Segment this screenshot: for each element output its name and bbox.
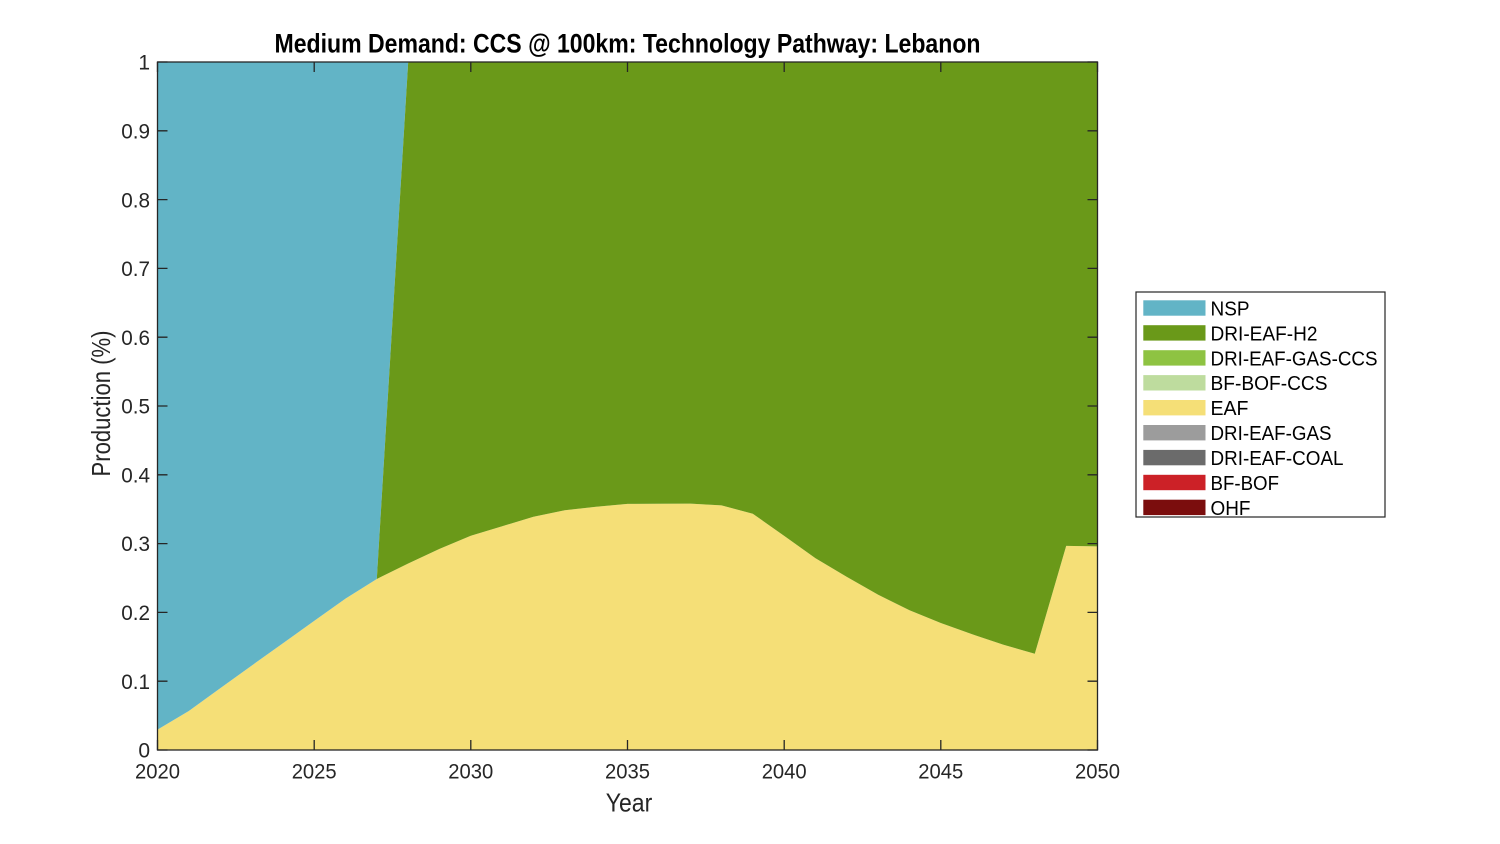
- svg-text:1: 1: [138, 52, 150, 75]
- svg-text:DRI-EAF-GAS: DRI-EAF-GAS: [1211, 423, 1332, 445]
- svg-text:DRI-EAF-GAS-CCS: DRI-EAF-GAS-CCS: [1211, 348, 1378, 370]
- svg-text:2050: 2050: [1075, 761, 1120, 784]
- svg-text:BF-BOF-CCS: BF-BOF-CCS: [1211, 373, 1328, 395]
- svg-text:2025: 2025: [292, 761, 337, 784]
- svg-text:Medium Demand: CCS @ 100km: Te: Medium Demand: CCS @ 100km: Technology P…: [275, 29, 981, 59]
- svg-text:2040: 2040: [762, 761, 807, 784]
- svg-text:2035: 2035: [605, 761, 650, 784]
- svg-text:0.2: 0.2: [121, 602, 150, 625]
- svg-text:0.8: 0.8: [121, 189, 150, 212]
- svg-text:BF-BOF: BF-BOF: [1211, 473, 1280, 495]
- svg-text:0.1: 0.1: [121, 671, 150, 694]
- svg-text:2020: 2020: [135, 761, 180, 784]
- svg-text:0.5: 0.5: [121, 396, 150, 419]
- svg-text:Year: Year: [606, 788, 653, 818]
- svg-text:0: 0: [138, 740, 150, 763]
- svg-text:2030: 2030: [448, 761, 493, 784]
- svg-text:0.7: 0.7: [121, 258, 150, 281]
- svg-text:Production (%): Production (%): [86, 331, 116, 477]
- svg-text:0.3: 0.3: [121, 533, 150, 556]
- svg-text:NSP: NSP: [1211, 298, 1250, 320]
- svg-text:DRI-EAF-H2: DRI-EAF-H2: [1211, 323, 1318, 345]
- svg-text:2045: 2045: [918, 761, 963, 784]
- svg-text:0.4: 0.4: [121, 464, 150, 487]
- svg-text:OHF: OHF: [1211, 498, 1251, 520]
- svg-text:0.9: 0.9: [121, 120, 150, 143]
- svg-text:0.6: 0.6: [121, 327, 150, 350]
- svg-text:DRI-EAF-COAL: DRI-EAF-COAL: [1211, 448, 1344, 470]
- svg-text:EAF: EAF: [1211, 398, 1249, 420]
